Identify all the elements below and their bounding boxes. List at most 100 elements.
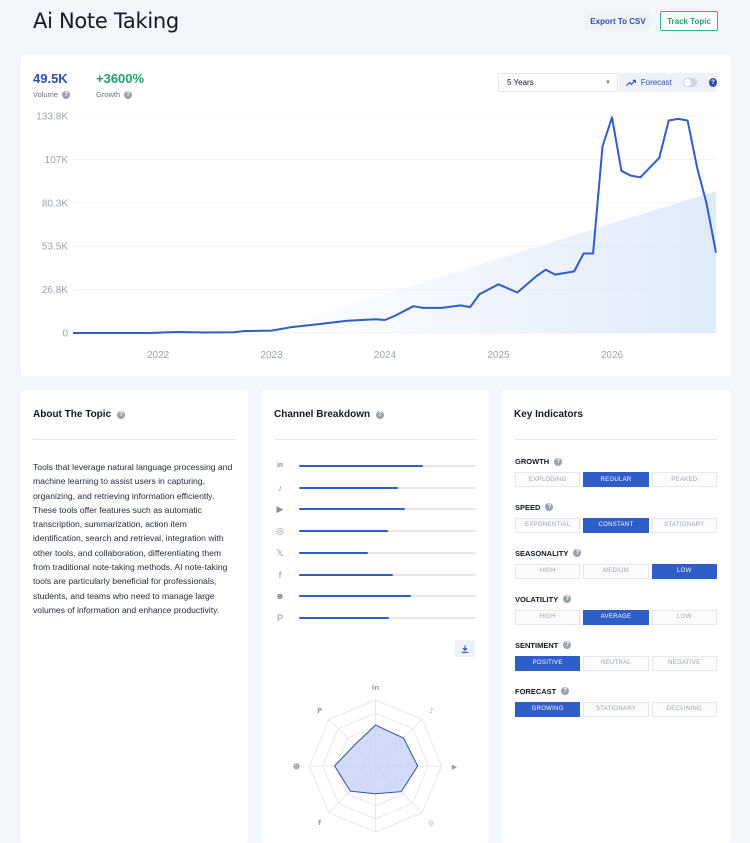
channel-row: ♪ <box>274 482 479 494</box>
indicator-option: MEDIUM <box>583 563 649 579</box>
indicator-label-text: VOLATILITY <box>515 594 559 604</box>
about-panel: About The Topic ? Tools that leverage na… <box>21 390 248 843</box>
indicator-option: PEAKED <box>651 472 717 487</box>
x-icon: 𝕏 <box>276 547 284 558</box>
volume-value: 49.5K <box>33 71 68 86</box>
indicator-option: NEUTRAL <box>583 655 649 671</box>
indicators-title: Key Indicators <box>514 409 583 420</box>
indicator-label: SEASONALITY? <box>515 549 582 558</box>
page-title: Ai Note Taking <box>33 9 179 33</box>
trend-band <box>260 191 716 333</box>
y-tick-label: 80.3K <box>42 198 68 209</box>
help-icon[interactable]: ? <box>376 410 385 419</box>
channel-bar-track <box>299 486 476 489</box>
forecast-label: Forecast <box>640 78 672 87</box>
indicator-option: DECLINING <box>651 701 717 717</box>
help-icon[interactable]: ? <box>709 78 717 87</box>
indicator-options: EXPLODING REGULAR PEAKED <box>515 472 717 487</box>
indicator-label-text: SENTIMENT <box>515 640 559 650</box>
help-icon[interactable]: ? <box>563 641 572 650</box>
y-tick-label: 53.5K <box>42 242 68 253</box>
channel-bar-track <box>299 595 476 598</box>
youtube-icon: ▶ <box>276 504 284 515</box>
indicator-label: SPEED? <box>515 502 554 512</box>
indicator-option: NEGATIVE <box>651 655 717 671</box>
channel-row: f <box>274 569 479 581</box>
channel-row: ▶ <box>274 503 479 515</box>
channel-bar-fill <box>299 551 369 554</box>
x-tick-label: 2026 <box>601 350 624 361</box>
channel-row: 𝕏 <box>274 547 479 559</box>
volume-label-wrap: Volume ? <box>33 90 71 99</box>
y-tick-label: 133.8K <box>36 112 68 123</box>
help-icon[interactable]: ? <box>62 90 71 99</box>
period-value: 5 Years <box>507 78 534 87</box>
channel-bar-track <box>299 465 476 467</box>
help-icon[interactable]: ? <box>554 457 563 466</box>
export-csv-button[interactable]: Export To CSV <box>585 12 651 30</box>
help-icon[interactable]: ? <box>563 595 572 604</box>
tiktok-icon: ♪ <box>429 707 433 715</box>
indicator-option: AVERAGE <box>583 609 649 625</box>
tiktok-icon: ♪ <box>277 482 283 493</box>
indicator-label-text: FORECAST <box>515 686 557 696</box>
indicator-option: EXPLODING <box>515 472 581 487</box>
indicator-option: LOW <box>651 563 717 579</box>
period-select[interactable]: 5 Years ▼ <box>498 73 618 92</box>
indicator-option: STATIONARY <box>651 517 717 533</box>
indicator-options: POSITIVE NEUTRAL NEGATIVE <box>515 655 717 671</box>
reddit-icon: ☻ <box>293 763 300 771</box>
forecast-toggle[interactable] <box>682 78 698 87</box>
channel-bar-fill <box>299 508 406 511</box>
pinterest-icon: P <box>317 707 322 715</box>
indicator-label-text: GROWTH <box>515 457 550 466</box>
download-button[interactable] <box>455 640 475 657</box>
channel-row: P <box>274 612 479 624</box>
indicator-option: HIGH <box>515 609 581 625</box>
y-tick-label: 107K <box>45 155 69 166</box>
indicator-option: EXPONENTIAL <box>515 517 581 533</box>
channel-bar-track <box>299 573 476 576</box>
help-icon[interactable]: ? <box>573 549 582 558</box>
trend-chart: 0 26.8K 53.5K 80.3K 107K 133.8K 2022 2023 2024 20… <box>36 112 717 361</box>
channel-title-wrap: Channel Breakdown ? <box>274 409 385 420</box>
channel-radar-chart: in♪▶◎𝕏f☻P <box>293 684 458 843</box>
radar-area <box>333 724 419 795</box>
volume-series-line[interactable] <box>73 116 717 334</box>
about-title: About The Topic <box>33 409 112 420</box>
indicator-label-text: SPEED <box>515 502 541 512</box>
channel-bar-track <box>299 616 476 619</box>
pinterest-icon: P <box>276 612 283 623</box>
youtube-icon: ▶ <box>452 763 458 771</box>
about-description: Tools that leverage natural language pro… <box>33 462 233 615</box>
y-tick-label: 26.8K <box>42 285 68 296</box>
help-icon[interactable]: ? <box>117 410 126 419</box>
indicators-panel: Key Indicators GROWTH? EXPLODING REGULAR PE… <box>502 390 730 843</box>
instagram-icon: ◎ <box>276 526 284 537</box>
channel-bar-track <box>299 530 476 533</box>
help-icon[interactable]: ? <box>124 90 133 99</box>
growth-value: +3600% <box>96 71 145 86</box>
channel-bar-fill <box>299 486 399 489</box>
volume-label: Volume <box>33 90 59 99</box>
indicator-option: CONSTANT <box>583 517 649 533</box>
track-topic-button[interactable]: Track Topic <box>660 11 718 31</box>
help-icon[interactable]: ? <box>561 687 570 695</box>
channel-bar-fill <box>299 530 388 533</box>
divider <box>274 439 477 440</box>
channel-bar-fill <box>299 595 411 598</box>
trend-chart-card: 49.5K Volume ? +3600% Growth ? 5 Years ▼… <box>21 55 730 376</box>
help-icon[interactable]: ? <box>545 503 554 512</box>
channel-bar-fill <box>299 573 393 576</box>
download-icon <box>461 645 469 653</box>
channel-row: in <box>274 460 479 472</box>
facebook-icon: f <box>318 819 322 827</box>
indicator-option: POSITIVE <box>515 655 581 671</box>
divider <box>33 439 236 440</box>
indicator-option: STATIONARY <box>583 701 649 717</box>
indicator-label: SENTIMENT? <box>515 640 572 650</box>
indicator-option: REGULAR <box>583 472 649 487</box>
indicator-option: HIGH <box>515 563 581 579</box>
linkedin-icon: in <box>372 684 379 692</box>
channel-bar-fill <box>299 465 423 467</box>
